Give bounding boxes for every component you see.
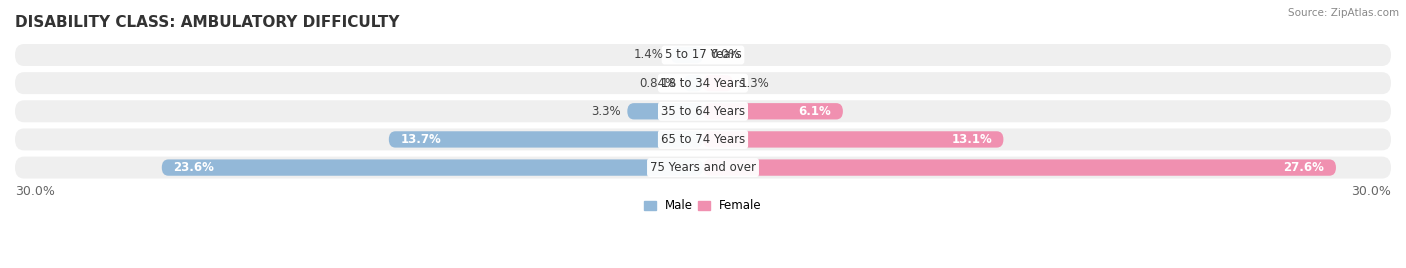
Text: 1.4%: 1.4%: [634, 49, 664, 61]
Text: 0.84%: 0.84%: [640, 77, 676, 90]
Text: 30.0%: 30.0%: [1351, 185, 1391, 198]
Text: 13.1%: 13.1%: [952, 133, 993, 146]
Text: 0.0%: 0.0%: [710, 49, 740, 61]
FancyBboxPatch shape: [627, 103, 703, 120]
FancyBboxPatch shape: [703, 159, 1336, 176]
Text: 23.6%: 23.6%: [173, 161, 214, 174]
Text: 75 Years and over: 75 Years and over: [650, 161, 756, 174]
Text: 6.1%: 6.1%: [799, 105, 831, 118]
FancyBboxPatch shape: [703, 103, 842, 120]
Text: 3.3%: 3.3%: [591, 105, 620, 118]
FancyBboxPatch shape: [683, 75, 703, 91]
Text: 13.7%: 13.7%: [401, 133, 441, 146]
FancyBboxPatch shape: [389, 131, 703, 148]
FancyBboxPatch shape: [15, 100, 1391, 122]
FancyBboxPatch shape: [15, 128, 1391, 150]
Text: Source: ZipAtlas.com: Source: ZipAtlas.com: [1288, 8, 1399, 18]
Text: 30.0%: 30.0%: [15, 185, 55, 198]
FancyBboxPatch shape: [15, 44, 1391, 66]
FancyBboxPatch shape: [671, 47, 703, 63]
Text: 1.3%: 1.3%: [740, 77, 769, 90]
Text: 35 to 64 Years: 35 to 64 Years: [661, 105, 745, 118]
FancyBboxPatch shape: [703, 131, 1004, 148]
Text: 18 to 34 Years: 18 to 34 Years: [661, 77, 745, 90]
Text: 65 to 74 Years: 65 to 74 Years: [661, 133, 745, 146]
FancyBboxPatch shape: [703, 75, 733, 91]
FancyBboxPatch shape: [15, 157, 1391, 178]
Text: 5 to 17 Years: 5 to 17 Years: [665, 49, 741, 61]
FancyBboxPatch shape: [15, 72, 1391, 94]
Text: DISABILITY CLASS: AMBULATORY DIFFICULTY: DISABILITY CLASS: AMBULATORY DIFFICULTY: [15, 15, 399, 30]
Text: 27.6%: 27.6%: [1284, 161, 1324, 174]
FancyBboxPatch shape: [162, 159, 703, 176]
Legend: Male, Female: Male, Female: [640, 195, 766, 217]
